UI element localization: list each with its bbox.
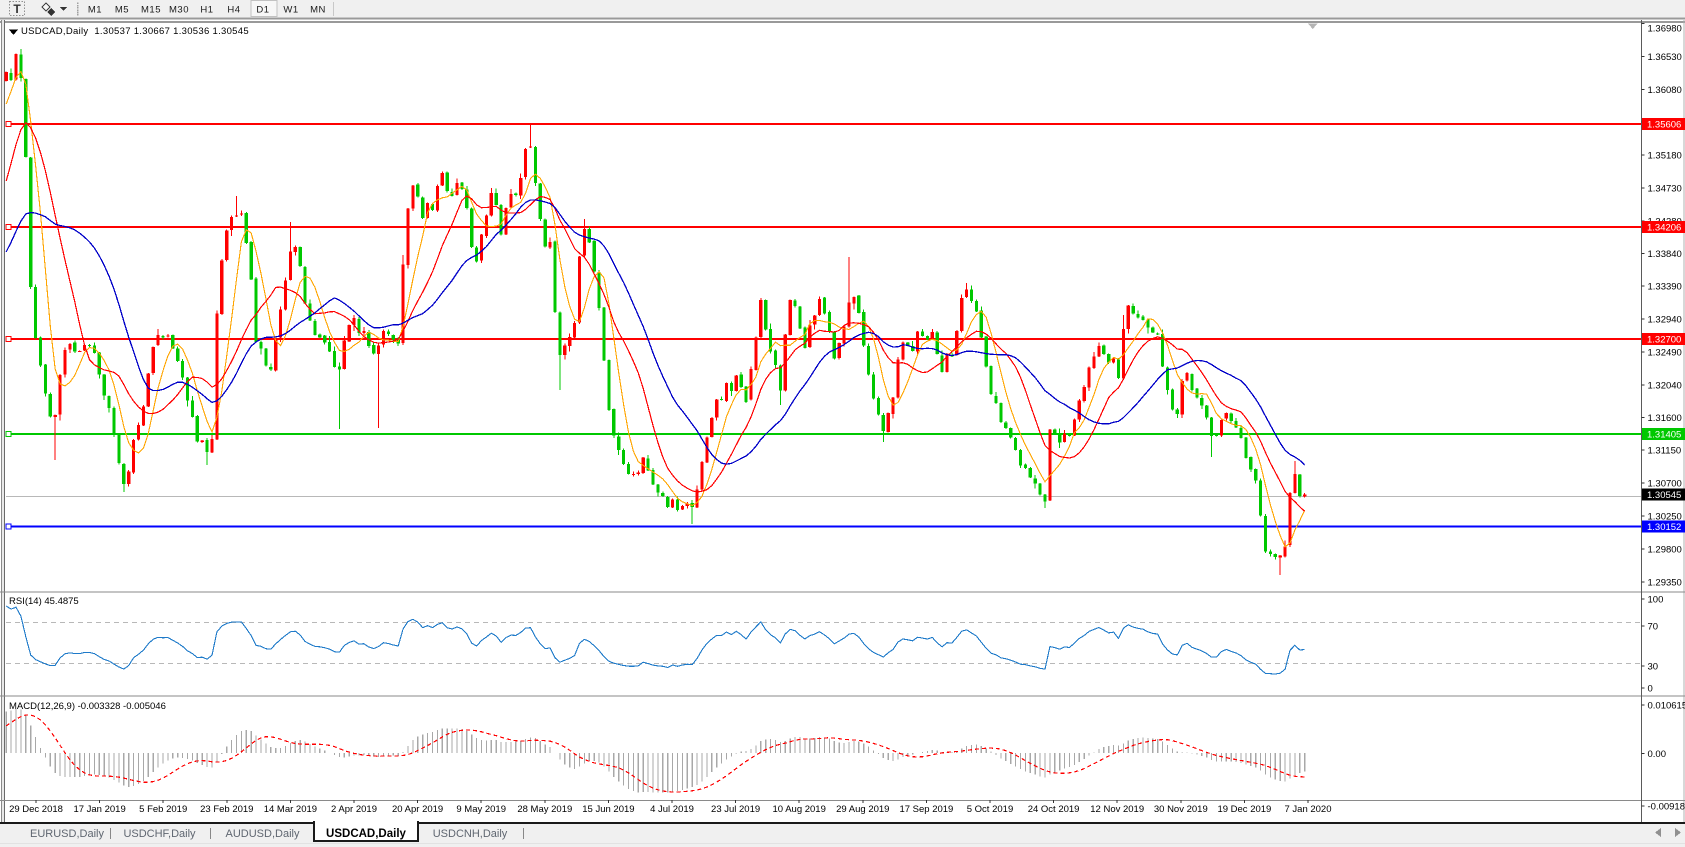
svg-text:1.35180: 1.35180 (1648, 151, 1682, 162)
svg-text:W1: W1 (283, 5, 298, 16)
svg-text:T: T (13, 2, 21, 16)
svg-text:30: 30 (1648, 662, 1659, 673)
svg-text:17 Sep 2019: 17 Sep 2019 (899, 804, 953, 815)
svg-text:USDCHF,Daily: USDCHF,Daily (123, 828, 196, 840)
svg-text:4 Jul 2019: 4 Jul 2019 (650, 804, 694, 815)
svg-text:23 Feb 2019: 23 Feb 2019 (200, 804, 253, 815)
svg-text:MACD(12,26,9) -0.003328 -0.005: MACD(12,26,9) -0.003328 -0.005046 (9, 701, 166, 712)
svg-text:100: 100 (1648, 595, 1664, 606)
svg-text:29 Dec 2018: 29 Dec 2018 (9, 804, 63, 815)
svg-text:15 Jun 2019: 15 Jun 2019 (582, 804, 634, 815)
svg-text:14 Mar 2019: 14 Mar 2019 (264, 804, 317, 815)
svg-text:1.34206: 1.34206 (1647, 223, 1681, 234)
svg-text:M15: M15 (141, 5, 161, 16)
svg-text:19 Dec 2019: 19 Dec 2019 (1217, 804, 1271, 815)
svg-text:20 Apr 2019: 20 Apr 2019 (392, 804, 443, 815)
svg-text:1.34730: 1.34730 (1648, 184, 1682, 195)
svg-text:0: 0 (1648, 684, 1653, 695)
svg-text:USDCNH,Daily: USDCNH,Daily (433, 828, 508, 840)
svg-text:2 Apr 2019: 2 Apr 2019 (331, 804, 377, 815)
svg-text:M1: M1 (88, 5, 102, 16)
svg-text:29 Aug 2019: 29 Aug 2019 (836, 804, 889, 815)
svg-text:1.31405: 1.31405 (1647, 430, 1681, 441)
svg-text:1.33840: 1.33840 (1648, 249, 1682, 260)
svg-text:1.36980: 1.36980 (1648, 24, 1682, 35)
svg-text:1.33390: 1.33390 (1648, 282, 1682, 293)
svg-text:1.32940: 1.32940 (1648, 315, 1682, 326)
svg-text:1.30250: 1.30250 (1648, 512, 1682, 523)
svg-text:10 Aug 2019: 10 Aug 2019 (773, 804, 826, 815)
svg-text:12 Nov 2019: 12 Nov 2019 (1090, 804, 1144, 815)
svg-text:1.29350: 1.29350 (1648, 578, 1682, 589)
svg-text:1.35606: 1.35606 (1647, 120, 1681, 131)
svg-text:EURUSD,Daily: EURUSD,Daily (30, 828, 104, 840)
svg-text:1.36080: 1.36080 (1648, 85, 1682, 96)
svg-text:1.32700: 1.32700 (1647, 335, 1681, 346)
svg-text:USDCAD,Daily 1.30537 1.30667: USDCAD,Daily 1.30537 1.30667 1.30536 1.3… (21, 26, 249, 37)
svg-text:1.30152: 1.30152 (1647, 522, 1681, 533)
svg-text:1.32490: 1.32490 (1648, 348, 1682, 359)
svg-text:D1: D1 (256, 5, 269, 16)
svg-text:24 Oct 2019: 24 Oct 2019 (1028, 804, 1080, 815)
svg-text:0.00: 0.00 (1648, 749, 1667, 760)
svg-text:M5: M5 (115, 5, 129, 16)
svg-text:0.010615: 0.010615 (1648, 701, 1685, 712)
svg-text:70: 70 (1648, 622, 1659, 633)
svg-text:RSI(14) 45.4875: RSI(14) 45.4875 (9, 596, 79, 607)
svg-text:H4: H4 (227, 5, 240, 16)
svg-text:1.31600: 1.31600 (1648, 413, 1682, 424)
svg-text:H1: H1 (200, 5, 213, 16)
svg-text:5 Oct 2019: 5 Oct 2019 (967, 804, 1013, 815)
svg-text:1.31150: 1.31150 (1648, 446, 1682, 457)
svg-text:AUDUSD,Daily: AUDUSD,Daily (226, 828, 300, 840)
svg-text:USDCAD,Daily: USDCAD,Daily (326, 828, 406, 840)
svg-text:30 Nov 2019: 30 Nov 2019 (1154, 804, 1208, 815)
svg-text:1.36530: 1.36530 (1648, 52, 1682, 63)
svg-text:17 Jan 2019: 17 Jan 2019 (73, 804, 125, 815)
svg-text:9 May 2019: 9 May 2019 (456, 804, 506, 815)
svg-text:7 Jan 2020: 7 Jan 2020 (1284, 804, 1331, 815)
svg-text:M30: M30 (169, 5, 189, 16)
svg-text:28 May 2019: 28 May 2019 (517, 804, 572, 815)
svg-text:1.30545: 1.30545 (1647, 490, 1681, 501)
svg-text:MN: MN (310, 5, 326, 16)
svg-text:5 Feb 2019: 5 Feb 2019 (139, 804, 187, 815)
svg-text:1.29800: 1.29800 (1648, 545, 1682, 556)
svg-text:1.30700: 1.30700 (1648, 479, 1682, 490)
svg-text:23 Jul 2019: 23 Jul 2019 (711, 804, 760, 815)
svg-text:1.32040: 1.32040 (1648, 381, 1682, 392)
